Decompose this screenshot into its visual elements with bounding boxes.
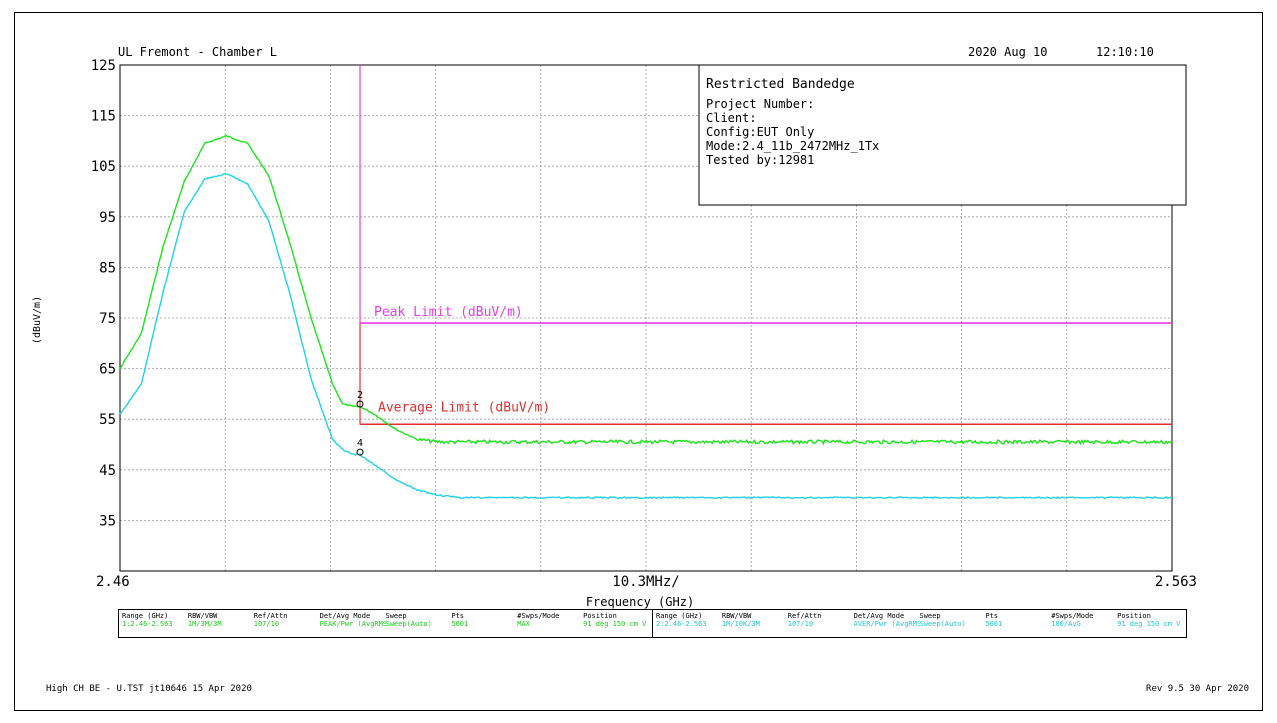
settings-value: Sweep(Auto) xyxy=(385,620,432,628)
x-axis-ticks: 2.46 10.3MHz/2.563 xyxy=(96,574,1197,590)
settings-header: Position xyxy=(1117,612,1151,620)
site-label: UL Fremont - Chamber L xyxy=(118,45,277,59)
settings-column: Ref/Attn 107/10 xyxy=(788,612,854,635)
markers: 24 xyxy=(356,390,364,456)
report-frame xyxy=(14,12,1263,711)
x-tick-label: 10.3MHz/ xyxy=(612,574,679,590)
settings-value: 1M/3M/3M xyxy=(187,620,222,628)
settings-column: RBW/VBW 1M/10K/3M xyxy=(722,612,788,635)
settings-header: RBW/VBW xyxy=(187,612,218,620)
settings-value: AVER/Pwr (AvgRMS) xyxy=(853,620,920,628)
settings-column: Position 91 deg 150 cm V xyxy=(583,612,649,635)
y-tick-label: 75 xyxy=(99,311,116,327)
marker-point xyxy=(356,400,364,408)
plot-area xyxy=(119,64,1173,572)
y-axis-ticks: 125 115 105 95 85 75 65 55 45 35 xyxy=(91,58,116,529)
footer-left: High CH BE - U.TST jt10646 15 Apr 2020 xyxy=(46,684,252,694)
settings-column: Range (GHz) 1:2.46-2.563 xyxy=(122,612,188,635)
settings-header: Range (GHz) xyxy=(656,612,703,620)
y-axis-label: (dBuV/m) xyxy=(32,296,43,344)
limit-label: Peak Limit (dBuV/m) xyxy=(374,305,523,320)
settings-group-1: Range (GHz) 1:2.46-2.563 RBW/VBW 1M/3M/3M Re… xyxy=(119,610,652,637)
settings-value: 91 deg 150 cm V xyxy=(1117,620,1181,628)
grid xyxy=(120,65,1172,571)
settings-header: Sweep xyxy=(919,612,941,620)
settings-column: Sweep Sweep(Auto) xyxy=(386,612,452,635)
settings-value: 5001 xyxy=(451,620,469,628)
y-tick-label: 125 xyxy=(91,58,116,74)
settings-column: Det/Avg Mode AVER/Pwr (AvgRMS) xyxy=(854,612,920,635)
y-tick-label: 35 xyxy=(99,513,116,529)
settings-column: Ref/Attn 107/10 xyxy=(254,612,320,635)
x-tick-label: 2.46 xyxy=(96,574,130,590)
settings-header: #Swps/Mode xyxy=(1051,612,1094,620)
settings-header: Sweep xyxy=(385,612,407,620)
settings-value: Sweep(Auto) xyxy=(919,620,966,628)
settings-column: Pts 5001 xyxy=(985,612,1051,635)
traces xyxy=(119,134,1173,500)
info-title: Restricted Bandedge xyxy=(706,77,855,92)
info-line: Mode:2.4_11b_2472MHz_1Tx xyxy=(706,139,879,153)
marker-label: 4 xyxy=(357,438,363,449)
time-label: 12:10:10 xyxy=(1096,45,1154,59)
series-line xyxy=(119,172,1173,500)
y-tick-label: 85 xyxy=(99,260,116,276)
marker-label: 2 xyxy=(357,390,363,401)
settings-value: 107/10 xyxy=(253,620,280,628)
x-axis-label: Frequency (GHz) xyxy=(586,595,694,609)
settings-column: #Swps/Mode 100/AvG xyxy=(1051,612,1117,635)
settings-column: #Swps/Mode MAX xyxy=(517,612,583,635)
settings-value: 1:2.46-2.563 xyxy=(122,620,173,628)
settings-header: Ref/Attn xyxy=(787,612,822,620)
settings-value: PEAK/Pwr (AvgRMS) xyxy=(319,620,386,628)
x-tick-label: 2.563 xyxy=(1155,574,1197,590)
marker-point xyxy=(356,448,364,456)
limit-label: Average Limit (dBuV/m) xyxy=(378,400,550,415)
settings-value: 5001 xyxy=(985,620,1003,628)
info-box-frame xyxy=(698,64,1187,206)
settings-header: Det/Avg Mode xyxy=(319,612,371,620)
info-box: Restricted Bandedge Project Number:Clien… xyxy=(698,64,1187,206)
settings-header: RBW/VBW xyxy=(721,612,752,620)
info-line: Client: xyxy=(706,111,757,125)
settings-header: Pts xyxy=(985,612,999,620)
settings-header: Range (GHz) xyxy=(122,612,169,620)
series-line xyxy=(119,134,1173,446)
settings-header: Pts xyxy=(451,612,465,620)
y-tick-label: 55 xyxy=(99,412,116,428)
limit-lines: Peak Limit (dBuV/m) Average Limit (dBuV/m… xyxy=(359,65,1172,426)
settings-header: #Swps/Mode xyxy=(517,612,560,620)
settings-header: Position xyxy=(583,612,617,620)
settings-table: Range (GHz) 1:2.46-2.563 RBW/VBW 1M/3M/3M Re… xyxy=(118,609,1187,638)
date-label: 2020 Aug 10 xyxy=(968,45,1047,59)
info-line: Config:EUT Only xyxy=(706,125,814,139)
info-line: Project Number: xyxy=(706,97,814,111)
footer-right: Rev 9.5 30 Apr 2020 xyxy=(1146,684,1249,694)
settings-value: 2:2.46-2.563 xyxy=(656,620,707,628)
y-tick-label: 105 xyxy=(91,159,116,175)
info-line: Tested by:12981 xyxy=(706,153,814,167)
settings-column: Range (GHz) 2:2.46-2.563 xyxy=(656,612,722,635)
settings-value: 1M/10K/3M xyxy=(721,620,760,628)
settings-value: 91 deg 150 cm V xyxy=(583,620,647,628)
settings-column: Pts 5001 xyxy=(451,612,517,635)
settings-column: Sweep Sweep(Auto) xyxy=(920,612,986,635)
settings-column: Position 91 deg 150 cm V xyxy=(1117,612,1183,635)
settings-group-2: Range (GHz) 2:2.46-2.563 RBW/VBW 1M/10K/3M R… xyxy=(652,610,1186,637)
y-tick-label: 65 xyxy=(99,362,116,378)
y-tick-label: 115 xyxy=(91,109,116,125)
settings-column: RBW/VBW 1M/3M/3M xyxy=(188,612,254,635)
settings-value: 107/10 xyxy=(787,620,814,628)
settings-column: Det/Avg Mode PEAK/Pwr (AvgRMS) xyxy=(320,612,386,635)
settings-value: 100/AvG xyxy=(1051,620,1081,628)
settings-header: Ref/Attn xyxy=(253,612,288,620)
settings-value: MAX xyxy=(517,620,530,628)
y-tick-label: 45 xyxy=(99,463,116,479)
y-tick-label: 95 xyxy=(99,210,116,226)
settings-header: Det/Avg Mode xyxy=(853,612,905,620)
info-lines: Project Number:Client:Config:EUT OnlyMod… xyxy=(706,97,879,167)
